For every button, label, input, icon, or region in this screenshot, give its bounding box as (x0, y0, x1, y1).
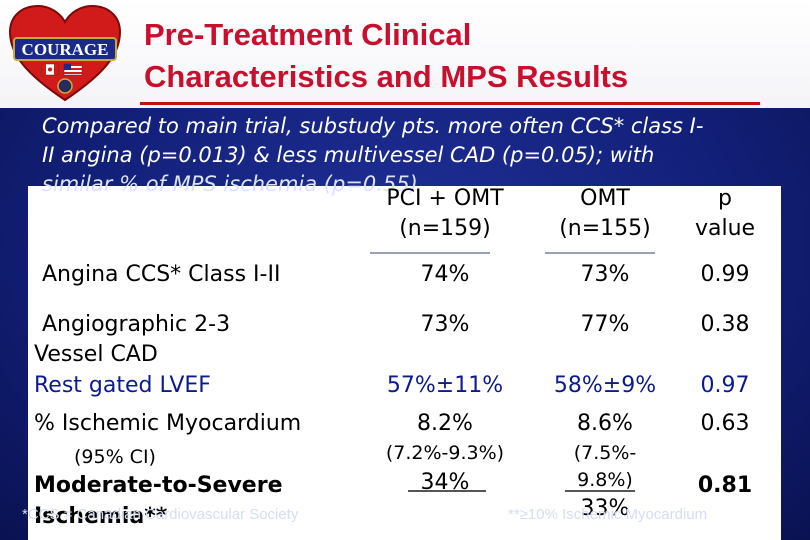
results-table-panel (28, 186, 781, 540)
row-label-angiographic-2: Vessel CAD (34, 342, 158, 367)
footnote-ischemia: **≥10% Ischemic Myocardium (508, 506, 708, 523)
col-header-omt: OMT (580, 186, 630, 211)
cell-cad-p: 0.38 (700, 312, 750, 337)
logo-text: COURAGE (22, 40, 109, 59)
overlap-rule-pci (408, 490, 486, 492)
col-header-p-value: value (694, 216, 756, 241)
title-banner (0, 0, 810, 108)
row-label-moderate-2: Ischemia** (34, 504, 168, 529)
cell-angina-p: 0.99 (700, 262, 750, 287)
cell-ci-pci: (7.2%-9.3%) (385, 442, 505, 464)
intro-line-2: II angina (p=0.013) & less multivessel C… (42, 143, 655, 167)
cell-lvef-pci: 57%±11% (386, 373, 504, 398)
intro-line-3: similar % of MPS ischemia (p=0.55) (42, 172, 418, 196)
row-label-lvef: Rest gated LVEF (34, 373, 211, 398)
cell-ci-omt-2: 9.8%) (577, 469, 633, 491)
title-line-2: Characteristics and MPS Results (144, 59, 629, 94)
cell-angina-omt: 73% (580, 262, 630, 287)
row-label-angiographic: Angiographic 2-3 (42, 312, 231, 337)
header-underline-pci (370, 252, 490, 254)
cell-angina-pci: 74% (420, 262, 470, 287)
cell-moderate-omt: 33% (580, 496, 630, 521)
intro-line-1: Compared to main trial, substudy pts. mo… (42, 114, 704, 138)
page-title: Pre-Treatment Clinical Characteristics a… (144, 14, 784, 98)
col-header-p: p (718, 186, 732, 211)
title-divider (140, 102, 760, 105)
title-line-1: Pre-Treatment Clinical (144, 17, 472, 52)
cell-ischemic-omt: 8.6% (577, 411, 633, 436)
col-header-omt-n: (n=155) (559, 216, 651, 241)
cell-ci-omt: (7.5%- (573, 442, 637, 464)
row-label-moderate: Moderate-to-Severe (34, 473, 283, 498)
col-header-pci-omt: PCI + OMT (386, 186, 504, 211)
overlap-rule-omt (565, 490, 635, 492)
cell-cad-omt: 77% (580, 312, 630, 337)
footnote-ccs: *CCS = Canadian Cardiovascular Society (22, 506, 299, 523)
cell-lvef-p: 0.97 (700, 373, 750, 398)
cell-cad-pci: 73% (420, 312, 470, 337)
heart-logo: COURAGE (8, 4, 122, 102)
row-label-angina: Angina CCS* Class I-II (42, 262, 281, 287)
col-header-pci-omt-n: (n=159) (399, 216, 491, 241)
cell-ischemic-pci: 8.2% (417, 411, 473, 436)
cell-lvef-omt: 58%±9% (553, 373, 657, 398)
cell-ischemic-p: 0.63 (700, 411, 750, 436)
row-label-ischemic: % Ischemic Myocardium (34, 411, 302, 436)
cell-moderate-p: 0.81 (697, 473, 753, 498)
row-label-ci: (95% CI) (74, 446, 156, 468)
intro-text: Compared to main trial, substudy pts. mo… (42, 112, 802, 199)
header-underline-omt (545, 252, 655, 254)
